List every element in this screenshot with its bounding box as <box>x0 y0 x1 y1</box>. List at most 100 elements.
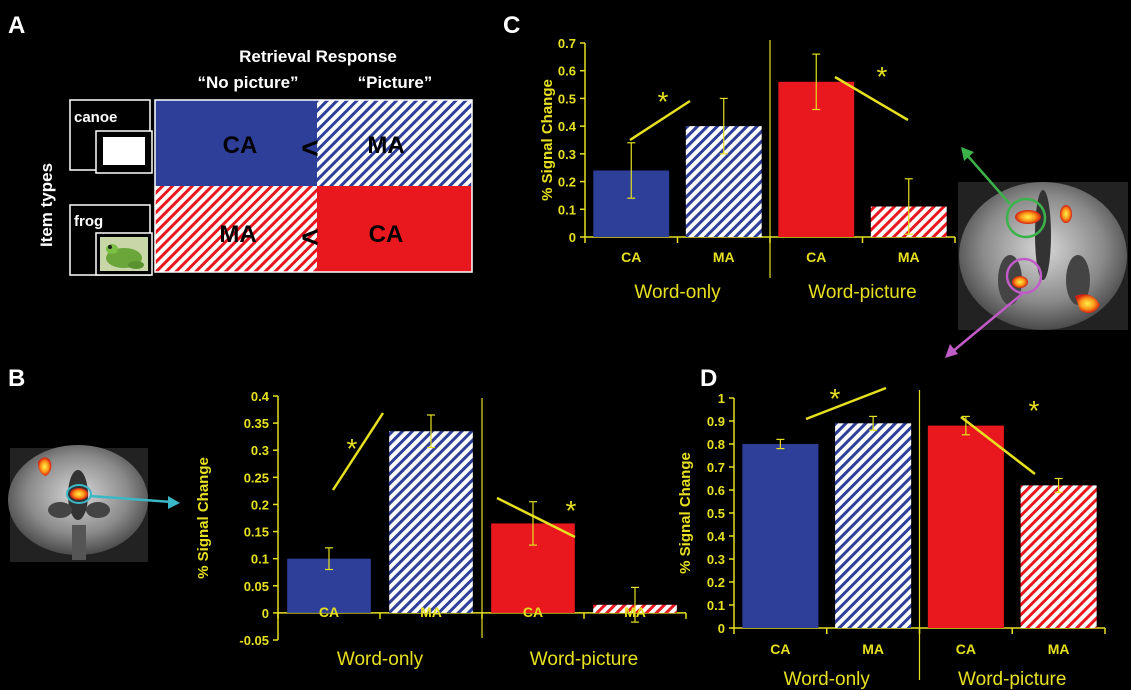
panel-label-b: B <box>8 365 25 392</box>
brain-image-cd <box>958 182 1128 330</box>
y-tick-label: 0.4 <box>558 119 577 134</box>
y-tick-label: 0.6 <box>707 483 725 498</box>
canoe-item-label: canoe <box>74 109 117 126</box>
y-tick-label: -0.05 <box>239 633 269 648</box>
category-label: CA <box>806 249 826 265</box>
category-label: MA <box>862 641 884 657</box>
significance-line <box>805 386 887 421</box>
roi-circle-cyan <box>66 484 92 504</box>
cell-bottom-right <box>317 186 472 272</box>
group-label: Word-picture <box>958 669 1066 690</box>
roi-circle-purple <box>1005 257 1043 295</box>
y-tick-label: 0.7 <box>558 36 576 51</box>
y-tick-label: 0.1 <box>707 598 725 613</box>
category-label: MA <box>898 249 920 265</box>
column-header-picture: “Picture” <box>358 73 433 92</box>
row-axis-label: Item types <box>37 163 56 247</box>
y-tick-label: 0.1 <box>251 552 269 567</box>
category-label: MA <box>420 604 442 620</box>
y-tick-label: 0.1 <box>558 202 576 217</box>
cell-label-top-left: CA <box>223 132 258 159</box>
y-tick-label: 0.3 <box>707 552 725 567</box>
cell-top-left <box>155 100 317 186</box>
panel-label-a: A <box>8 12 25 39</box>
brain-image-b <box>8 445 148 562</box>
group-label: Word-only <box>337 649 424 670</box>
category-label: MA <box>624 604 646 620</box>
cell-label-bottom-left: MA <box>219 221 256 248</box>
y-axis-label: % Signal Change <box>677 452 694 574</box>
category-label: MA <box>1048 641 1070 657</box>
y-tick-label: 0.35 <box>244 416 269 431</box>
category-label: MA <box>713 249 735 265</box>
significance-line <box>629 99 691 142</box>
category-label: CA <box>621 249 641 265</box>
bar <box>742 444 819 628</box>
y-tick-label: 0 <box>718 621 725 636</box>
retrieval-response-title: Retrieval Response <box>239 47 397 66</box>
cell-bottom-left <box>155 186 317 272</box>
y-tick-label: 0.4 <box>707 529 726 544</box>
y-tick-label: 0.25 <box>244 470 269 485</box>
y-tick-label: 0.4 <box>251 389 270 404</box>
bar <box>1020 485 1097 628</box>
significance-line <box>496 496 576 539</box>
significance-line <box>834 75 909 122</box>
y-tick-label: 0.2 <box>707 575 725 590</box>
category-label: CA <box>956 641 976 657</box>
arrow-green <box>961 147 1011 205</box>
y-tick-label: 0 <box>569 230 576 245</box>
y-tick-label: 1 <box>718 391 725 406</box>
y-tick-label: 0.8 <box>707 437 725 452</box>
bar <box>389 431 473 613</box>
significance-line <box>960 416 1036 475</box>
category-label: CA <box>770 641 790 657</box>
group-label: Word-picture <box>530 649 638 670</box>
cell-top-right <box>317 100 472 186</box>
significance-asterisk: * <box>1029 395 1040 426</box>
y-tick-label: 0.05 <box>244 579 269 594</box>
significance-asterisk: * <box>347 433 358 464</box>
column-header-no-picture: “No picture” <box>197 73 298 92</box>
arrow-purple <box>945 293 1023 358</box>
y-tick-label: 0.7 <box>707 460 725 475</box>
frog-picture-icon <box>100 237 148 271</box>
significance-asterisk: * <box>877 61 888 92</box>
less-than-bottom: < <box>301 221 319 254</box>
y-tick-label: 0.15 <box>244 525 269 540</box>
roi-circle-green <box>1005 197 1047 239</box>
group-label: Word-only <box>784 669 871 690</box>
group-label: Word-only <box>634 282 721 303</box>
panel-label-c: C <box>503 12 520 39</box>
y-tick-label: 0 <box>262 606 269 621</box>
panel-a: A Retrieval Response “No picture” “Pictu… <box>8 12 473 276</box>
cell-label-bottom-right: CA <box>369 221 404 248</box>
chart-b: -0.05 0 0.05 0.1 0.15 0.2 0.25 0.3 0.35 0.4 % Sign… <box>195 389 687 670</box>
frog-item-label: frog <box>74 213 103 230</box>
y-axis-label: % Signal Change <box>195 457 212 579</box>
arrow-b-cyan <box>89 494 180 509</box>
bar <box>835 423 912 628</box>
y-tick-label: 0.6 <box>558 64 576 79</box>
y-tick-label: 0.5 <box>707 506 725 521</box>
significance-asterisk: * <box>830 383 841 414</box>
cell-label-top-right: MA <box>367 132 404 159</box>
significance-line <box>331 412 385 491</box>
less-than-top: < <box>301 132 319 165</box>
y-axis-label: % Signal Change <box>539 79 556 201</box>
y-tick-label: 0.2 <box>251 497 269 512</box>
significance-asterisk: * <box>658 86 669 117</box>
category-label: CA <box>319 604 339 620</box>
y-tick-label: 0.3 <box>558 147 576 162</box>
category-label: CA <box>523 604 543 620</box>
group-label: Word-picture <box>808 282 916 303</box>
bar <box>927 425 1004 628</box>
y-tick-label: 0.3 <box>251 443 269 458</box>
y-tick-label: 0.2 <box>558 175 576 190</box>
chart-c: 0 0.1 0.2 0.3 0.4 0.5 0.6 0.7 % Signal Change CA M… <box>539 36 956 303</box>
y-tick-label: 0.9 <box>707 414 725 429</box>
y-tick-label: 0.5 <box>558 91 576 106</box>
chart-d: 0 0.1 0.2 0.3 0.4 0.5 0.6 0.7 0.8 0.9 1 % Signal Ch… <box>677 383 1106 690</box>
significance-asterisk: * <box>566 495 577 526</box>
